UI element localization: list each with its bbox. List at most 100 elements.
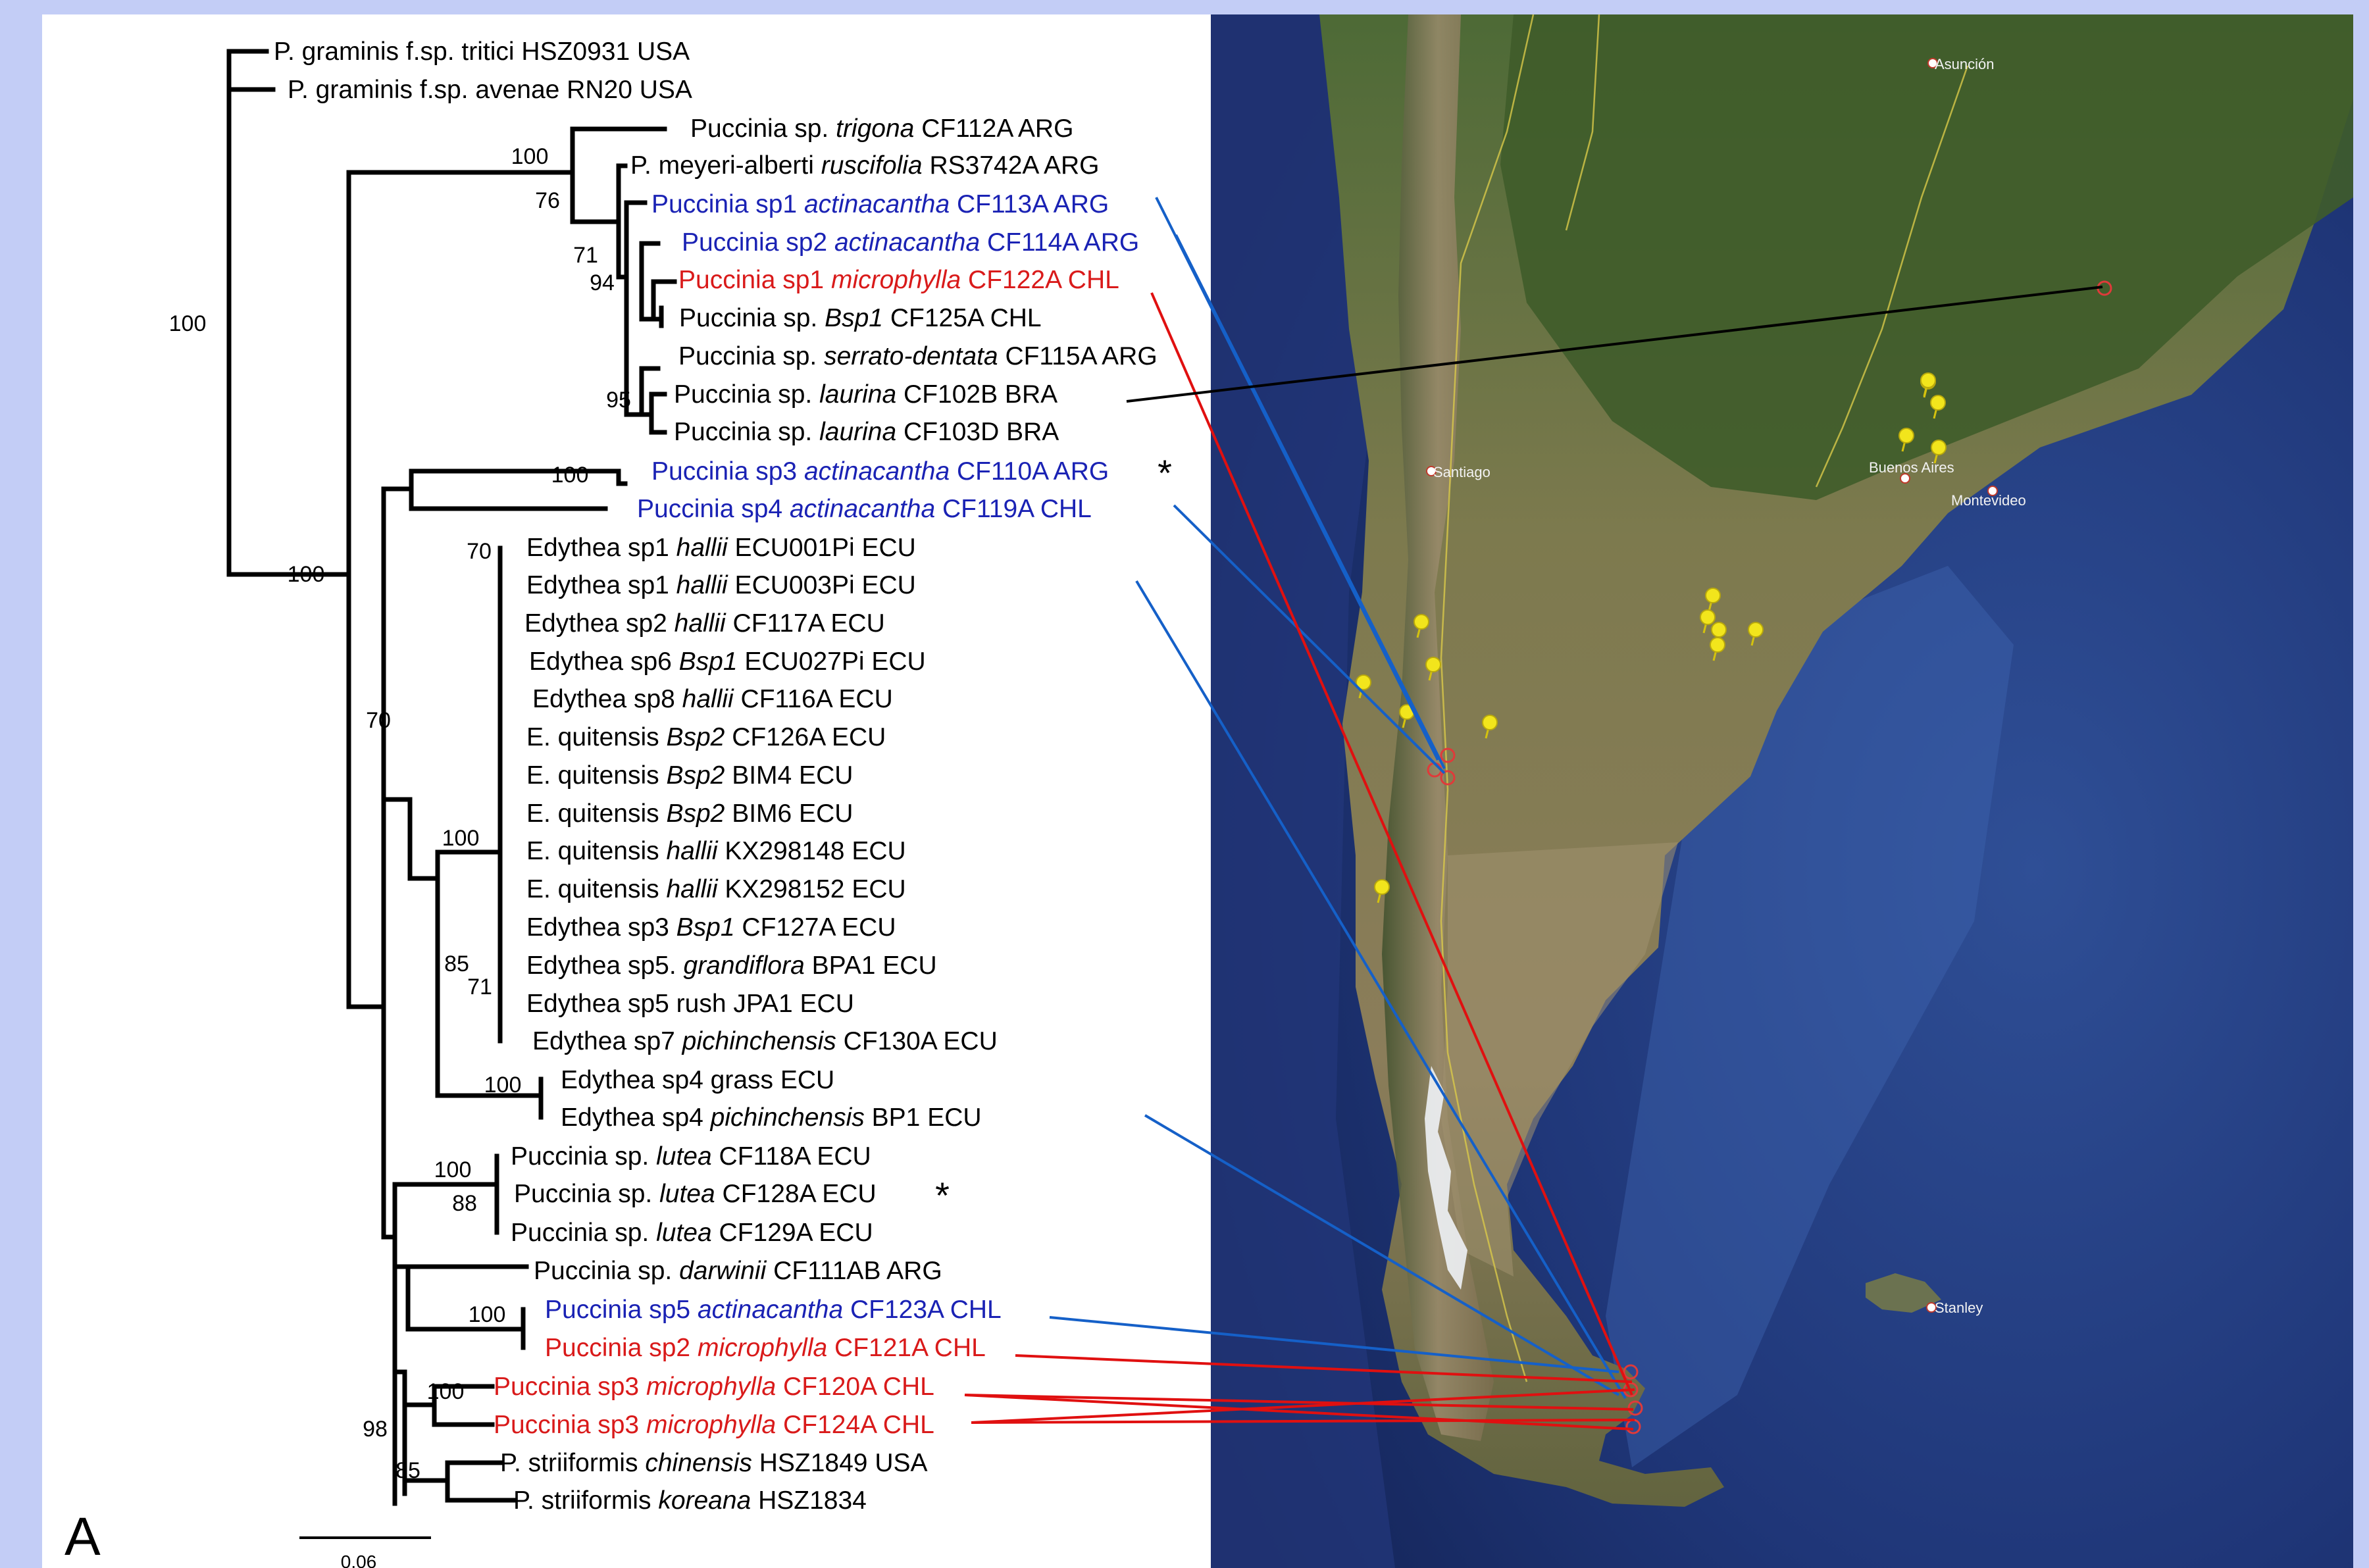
taxon-host: Bsp2 (666, 723, 725, 751)
bootstrap-value: 95 (606, 388, 631, 413)
map-link-line (964, 1394, 1634, 1430)
taxon-host: laurina (819, 380, 896, 409)
taxon-host: microphylla (698, 1334, 827, 1362)
bootstrap-value: 100 (427, 1379, 465, 1404)
sample-site-icon (1623, 1364, 1639, 1380)
taxon-code: CF111AB ARG (766, 1257, 942, 1285)
taxon-label: Puccinia sp1 actinacantha CF113A ARG (651, 190, 1109, 218)
location-pin-icon (1425, 657, 1441, 681)
taxon-code: CF125A CHL (883, 304, 1042, 332)
taxon-name: Puccinia sp. (511, 1142, 656, 1171)
taxon-name: Puccinia sp5 (545, 1296, 698, 1324)
taxon-name: Edythea sp1 (526, 534, 676, 562)
bootstrap-value: 70 (467, 539, 492, 564)
taxon-label: Edythea sp6 Bsp1 ECU027Pi ECU (529, 647, 926, 676)
taxon-name: Puccinia sp. (514, 1180, 659, 1208)
taxon-name: Puccinia sp1 (678, 266, 831, 294)
bootstrap-value: 88 (452, 1191, 477, 1216)
taxon-name: Edythea sp4 (561, 1103, 711, 1132)
map-falklands (1866, 1273, 1941, 1313)
taxon-label: Edythea sp4 pichinchensis BP1 ECU (561, 1103, 982, 1132)
taxon-code: ECU027Pi ECU (738, 647, 926, 676)
taxon-host: serrato-dentata (824, 342, 998, 370)
sample-site-icon (1440, 770, 1456, 786)
satellite-map (1211, 14, 2353, 1568)
taxon-name: Puccinia sp4 (637, 495, 790, 523)
bootstrap-value: 100 (484, 1073, 522, 1098)
taxon-label: P. striiformis chinensis HSZ1849 USA (500, 1449, 928, 1477)
taxon-host: microphylla (831, 266, 961, 294)
taxon-label: Edythea sp5. grandiflora BPA1 ECU (526, 951, 937, 980)
taxon-name: Puccinia sp2 (545, 1334, 698, 1362)
taxon-name: P. striiformis (500, 1449, 645, 1477)
taxon-name: Puccinia sp3 (494, 1373, 646, 1401)
taxon-name: Puccinia sp2 (682, 228, 834, 257)
taxon-host: laurina (819, 418, 896, 446)
taxon-host: pichinchensis (710, 1103, 865, 1132)
map-ice-field (1425, 1066, 1467, 1290)
taxon-code: CF112A ARG (914, 114, 1073, 143)
asterisk-2: * (935, 1175, 950, 1216)
taxon-code: HSZ1834 (751, 1486, 867, 1515)
taxon-name: Puccinia sp3 (494, 1411, 646, 1439)
bootstrap-value: 100 (511, 144, 549, 169)
map-amazon-green (1500, 14, 2353, 500)
taxon-host: Bsp2 (666, 799, 725, 828)
map-border-line (1440, 14, 1969, 1382)
bootstrap-value: 71 (573, 243, 598, 268)
taxon-name: P. striiformis (513, 1486, 658, 1515)
sample-site-icon (1440, 747, 1456, 763)
city-label: Santiago (1433, 464, 1490, 480)
taxon-name: Edythea sp5. (526, 951, 684, 980)
taxon-name: Puccinia sp3 (651, 457, 804, 486)
taxon-label: Puccinia sp. serrato-dentata CF115A ARG (678, 342, 1158, 370)
taxon-name: Puccinia sp. (674, 418, 819, 446)
taxon-host: hallii (666, 837, 718, 865)
city-marker-icon (1927, 58, 1938, 68)
taxon-label: Puccinia sp. darwinii CF111AB ARG (534, 1257, 942, 1285)
taxon-host: darwinii (679, 1257, 767, 1285)
taxon-label: E. quitensis Bsp2 BIM6 ECU (526, 799, 853, 828)
taxon-host: lutea (656, 1219, 712, 1247)
taxon-code: CF122A CHL (961, 266, 1119, 294)
taxon-label: E. quitensis Bsp2 CF126A ECU (526, 723, 886, 751)
taxon-label: Puccinia sp. lutea CF129A ECU (511, 1219, 873, 1247)
taxon-label: Edythea sp1 hallii ECU001Pi ECU (526, 534, 916, 562)
taxon-code: CF117A ECU (726, 609, 885, 638)
taxon-label: Edythea sp3 Bsp1 CF127A ECU (526, 913, 896, 942)
taxon-code: CF103D BRA (896, 418, 1059, 446)
bootstrap-value: 100 (288, 562, 325, 587)
taxon-label: E. quitensis hallii KX298148 ECU (526, 837, 906, 865)
taxon-code: CF119A CHL (935, 495, 1092, 523)
taxon-code: BIM4 ECU (725, 761, 853, 790)
taxon-label: P. striiformis koreana HSZ1834 (513, 1486, 867, 1515)
city-marker-icon (1426, 466, 1437, 476)
taxon-host: lutea (659, 1180, 715, 1208)
taxon-label: Puccinia sp. trigona CF112A ARG (690, 114, 1073, 143)
taxon-host: actinacantha (804, 190, 950, 218)
taxon-host: actinacantha (834, 228, 980, 257)
map-link-line (1175, 234, 1446, 769)
taxon-label: Edythea sp7 pichinchensis CF130A ECU (532, 1027, 998, 1055)
bootstrap-value: 70 (366, 708, 391, 733)
bootstrap-value: 100 (442, 826, 480, 851)
taxon-name: Edythea sp7 (532, 1027, 682, 1055)
taxon-host: Bsp1 (676, 913, 735, 942)
map-link-line (971, 1388, 1635, 1424)
map-patagonia-steppe (1441, 842, 1678, 1277)
taxon-label: E. quitensis Bsp2 BIM4 ECU (526, 761, 853, 790)
taxon-code: CF120A CHL (776, 1373, 934, 1401)
taxon-name: Puccinia sp. (511, 1219, 656, 1247)
taxon-label: P. meyeri-alberti ruscifolia RS3742A ARG (630, 151, 1099, 180)
taxon-label: Puccinia sp. laurina CF102B BRA (674, 380, 1057, 409)
city-marker-icon (1987, 486, 1998, 496)
taxon-label: Puccinia sp. laurina CF103D BRA (674, 418, 1059, 446)
city-label: Asunción (1935, 56, 1995, 72)
taxon-label: P. graminis f.sp. avenae RN20 USA (288, 76, 692, 104)
taxon-label: Puccinia sp. lutea CF128A ECU (514, 1180, 877, 1208)
taxon-name: P. graminis f.sp. avenae RN20 USA (288, 76, 692, 104)
location-pin-icon (1700, 609, 1716, 634)
taxon-code: CF128A ECU (715, 1180, 877, 1208)
map-link-lines (964, 197, 2103, 1430)
taxon-host: hallii (676, 534, 728, 562)
